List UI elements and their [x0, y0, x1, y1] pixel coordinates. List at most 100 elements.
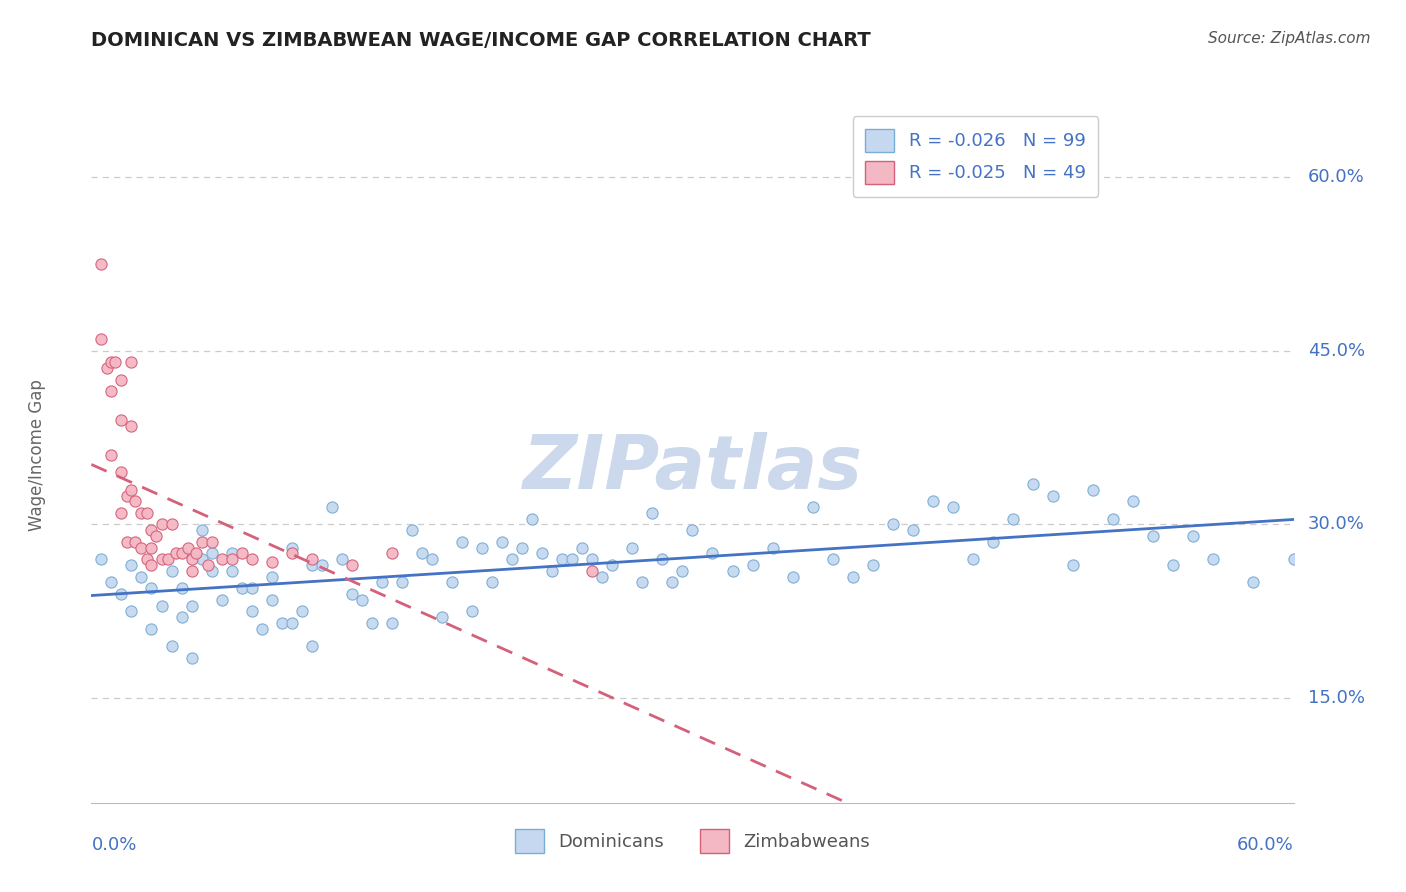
Point	[481, 575, 503, 590]
Point	[260, 555, 283, 569]
Point	[100, 384, 122, 399]
Point	[136, 552, 159, 566]
Point	[250, 622, 273, 636]
Point	[1122, 494, 1144, 508]
Point	[391, 575, 413, 590]
Point	[260, 592, 283, 607]
Point	[131, 541, 153, 555]
Point	[1163, 558, 1185, 573]
Point	[131, 570, 153, 584]
Point	[240, 582, 263, 596]
Point	[581, 552, 603, 566]
Point	[180, 651, 202, 665]
Point	[180, 599, 202, 613]
Point	[1142, 529, 1164, 543]
Point	[201, 564, 224, 578]
Point	[330, 552, 353, 566]
Text: 0.0%: 0.0%	[91, 836, 136, 855]
Point	[124, 535, 146, 549]
Point	[602, 558, 624, 573]
Point	[110, 587, 132, 601]
Point	[551, 552, 574, 566]
Point	[121, 605, 143, 619]
Point	[170, 582, 193, 596]
Point	[221, 564, 243, 578]
Point	[281, 541, 304, 555]
Point	[150, 552, 173, 566]
Point	[501, 552, 523, 566]
Point	[117, 489, 139, 503]
Point	[1243, 575, 1265, 590]
Text: 15.0%: 15.0%	[1308, 690, 1365, 707]
Point	[541, 564, 564, 578]
Point	[301, 558, 323, 573]
Text: 30.0%: 30.0%	[1308, 516, 1365, 533]
Point	[901, 523, 924, 537]
Legend: Dominicans, Zimbabweans: Dominicans, Zimbabweans	[508, 822, 877, 860]
Point	[121, 419, 143, 434]
Point	[922, 494, 945, 508]
Point	[211, 552, 233, 566]
Point	[491, 535, 513, 549]
Point	[401, 523, 423, 537]
Point	[117, 535, 139, 549]
Point	[110, 466, 132, 480]
Point	[201, 546, 224, 561]
Text: 60.0%: 60.0%	[1308, 168, 1365, 186]
Point	[270, 615, 292, 630]
Point	[621, 541, 644, 555]
Point	[90, 332, 112, 346]
Point	[110, 506, 132, 520]
Point	[942, 500, 965, 514]
Point	[581, 564, 603, 578]
Point	[211, 592, 233, 607]
Point	[124, 494, 146, 508]
Point	[591, 570, 613, 584]
Point	[702, 546, 724, 561]
Point	[430, 610, 453, 624]
Text: 45.0%: 45.0%	[1308, 342, 1365, 359]
Point	[291, 605, 314, 619]
Point	[381, 615, 404, 630]
Point	[141, 523, 163, 537]
Point	[240, 605, 263, 619]
Point	[631, 575, 654, 590]
Point	[221, 546, 243, 561]
Point	[721, 564, 744, 578]
Point	[96, 361, 118, 376]
Point	[1083, 483, 1105, 497]
Point	[411, 546, 433, 561]
Point	[671, 564, 693, 578]
Point	[651, 552, 673, 566]
Point	[381, 546, 404, 561]
Point	[190, 535, 212, 549]
Point	[160, 564, 183, 578]
Point	[180, 564, 202, 578]
Point	[121, 355, 143, 369]
Point	[882, 517, 904, 532]
Point	[340, 558, 363, 573]
Point	[281, 615, 304, 630]
Point	[350, 592, 373, 607]
Point	[165, 546, 187, 561]
Point	[371, 575, 394, 590]
Point	[461, 605, 484, 619]
Point	[420, 552, 443, 566]
Point	[440, 575, 463, 590]
Point	[471, 541, 494, 555]
Point	[221, 552, 243, 566]
Point	[522, 512, 544, 526]
Point	[531, 546, 554, 561]
Point	[321, 500, 343, 514]
Point	[1182, 529, 1205, 543]
Point	[260, 570, 283, 584]
Point	[110, 373, 132, 387]
Point	[201, 535, 224, 549]
Point	[782, 570, 804, 584]
Point	[121, 558, 143, 573]
Point	[150, 599, 173, 613]
Point	[510, 541, 533, 555]
Point	[156, 552, 179, 566]
Point	[160, 517, 183, 532]
Point	[862, 558, 884, 573]
